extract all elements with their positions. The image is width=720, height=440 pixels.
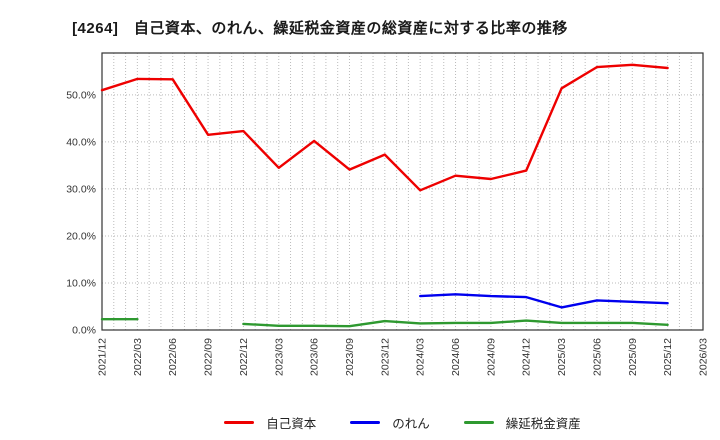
x-tick-label: 2023/09	[344, 338, 356, 376]
x-tick-label: 2021/12	[97, 338, 109, 376]
x-tick-label: 2026/03	[698, 338, 710, 376]
x-tick-label: 2025/12	[662, 338, 674, 376]
y-tick-label: 0.0%	[72, 325, 96, 337]
y-tick-label: 50.0%	[66, 89, 96, 101]
series-line-0	[100, 63, 669, 192]
y-tick-label: 30.0%	[66, 183, 96, 195]
y-tick-label: 20.0%	[66, 230, 96, 242]
x-tick-label: 2023/03	[273, 338, 285, 376]
chart-title: [4264] 自己資本、のれん、繰延税金資産の総資産に対する比率の推移	[72, 20, 568, 37]
plot-border	[101, 52, 704, 331]
x-tick-label: 2022/12	[238, 338, 250, 376]
x-tick-label: 2022/03	[132, 338, 144, 376]
x-tick-label: 2022/09	[203, 338, 215, 376]
series-line-2	[100, 318, 669, 328]
y-tick-label: 40.0%	[66, 136, 96, 148]
legend-label: 自己資本	[266, 416, 317, 431]
x-tick-label: 2025/06	[591, 338, 603, 376]
x-tick-label: 2023/06	[309, 338, 321, 376]
equity-line-swatch	[224, 420, 255, 424]
legend-item-goodwill: のれん	[350, 413, 430, 432]
goodwill-line-swatch	[350, 420, 381, 424]
x-tick-label: 2025/09	[627, 338, 639, 376]
x-tick-label: 2025/03	[556, 338, 568, 376]
x-tick-label: 2024/06	[450, 338, 462, 376]
x-tick-label: 2024/09	[485, 338, 497, 376]
x-tick-label: 2023/12	[379, 338, 391, 376]
legend: 自己資本 のれん 繰延税金資産	[102, 407, 703, 437]
legend-label: 繰延税金資産	[505, 416, 581, 431]
y-tick-label: 10.0%	[66, 277, 96, 289]
legend-item-equity: 自己資本	[224, 413, 316, 432]
x-tick-label: 2024/03	[415, 338, 427, 376]
series-line-1	[419, 293, 669, 309]
x-tick-label: 2024/12	[521, 338, 533, 376]
x-tick-label: 2022/06	[167, 338, 179, 376]
legend-label: のれん	[392, 416, 430, 431]
deferred-tax-line-swatch	[463, 420, 494, 424]
legend-item-deferred-tax: 繰延税金資産	[463, 413, 581, 432]
